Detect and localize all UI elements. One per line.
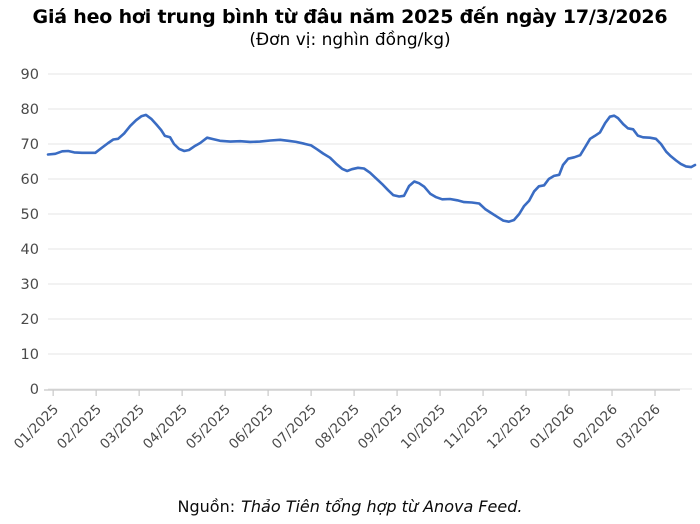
y-axis-tick-label: 0 — [30, 382, 39, 398]
chart-subtitle: (Đơn vị: nghìn đồng/kg) — [249, 30, 451, 50]
x-axis-tick-label: 02/2025 — [54, 402, 105, 453]
x-axis-tick-label: 09/2025 — [355, 402, 406, 453]
x-axis-tick-label: 05/2025 — [183, 402, 234, 453]
x-axis-tick-label: 04/2025 — [140, 402, 191, 453]
x-axis-tick-label: 02/2026 — [570, 402, 621, 453]
chart-header: Giá heo hơi trung bình từ đâu năm 2025 đ… — [0, 0, 700, 51]
source-note: Nguồn: Thảo Tiên tổng hợp từ Anova Feed. — [0, 497, 700, 516]
y-axis-tick-label: 60 — [21, 172, 39, 188]
y-axis-tick-label: 20 — [21, 312, 39, 328]
source-text: Thảo Tiên tổng hợp từ Anova Feed. — [241, 497, 523, 516]
y-axis-tick-label: 90 — [21, 67, 39, 83]
x-axis-tick-label: 01/2025 — [11, 402, 62, 453]
chart-title: Giá heo hơi trung bình từ đâu năm 2025 đ… — [32, 6, 668, 28]
x-axis-tick-label: 03/2025 — [97, 402, 148, 453]
source-label: Nguồn: — [177, 497, 236, 516]
y-axis-tick-label: 40 — [21, 242, 39, 258]
x-axis-tick-label: 10/2025 — [398, 402, 449, 453]
x-axis-tick-label: 06/2025 — [226, 402, 277, 453]
x-axis-tick-label: 08/2025 — [312, 402, 363, 453]
x-axis-tick-label: 07/2025 — [269, 402, 320, 453]
x-axis-tick-label: 01/2026 — [527, 402, 578, 453]
y-axis-tick-label: 50 — [21, 207, 39, 223]
x-axis-tick-label: 03/2026 — [613, 402, 664, 453]
y-axis-tick-label: 30 — [21, 277, 39, 293]
y-axis-tick-label: 80 — [21, 102, 39, 118]
y-axis-tick-label: 10 — [21, 347, 39, 363]
price-line-series — [46, 113, 697, 223]
price-line-chart-canvas: 0 10 20 30 40 50 60 70 80 90 01/202502/202503/2025… — [11, 67, 697, 453]
y-axis-tick-label: 70 — [21, 137, 39, 153]
x-axis-tick-label: 12/2025 — [484, 402, 535, 453]
x-axis-tick-label: 11/2025 — [441, 402, 492, 453]
